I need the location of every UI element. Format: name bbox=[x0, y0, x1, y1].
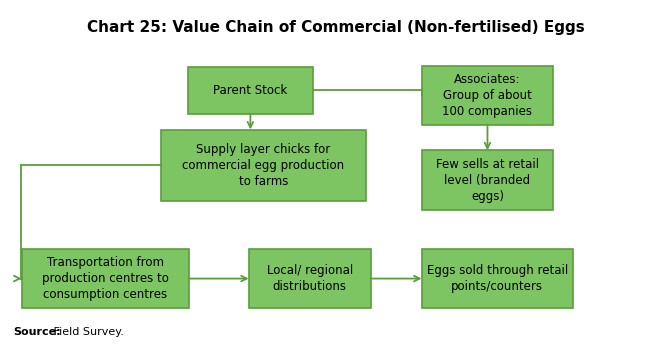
Text: Parent Stock: Parent Stock bbox=[213, 84, 288, 97]
Text: Supply layer chicks for
commercial egg production
to farms: Supply layer chicks for commercial egg p… bbox=[183, 143, 345, 188]
Text: Associates:
Group of about
100 companies: Associates: Group of about 100 companies bbox=[442, 73, 532, 118]
Text: Chart 25: Value Chain of Commercial (Non-fertilised) Eggs: Chart 25: Value Chain of Commercial (Non… bbox=[87, 20, 585, 35]
Text: Eggs sold through retail
points/counters: Eggs sold through retail points/counters bbox=[427, 264, 568, 293]
FancyBboxPatch shape bbox=[188, 67, 313, 114]
Text: Few sells at retail
level (branded
eggs): Few sells at retail level (branded eggs) bbox=[436, 158, 539, 203]
Text: Transportation from
production centres to
consumption centres: Transportation from production centres t… bbox=[42, 256, 169, 301]
FancyBboxPatch shape bbox=[421, 66, 553, 125]
FancyBboxPatch shape bbox=[161, 129, 366, 201]
FancyBboxPatch shape bbox=[22, 249, 190, 308]
Text: Field Survey.: Field Survey. bbox=[50, 327, 124, 337]
FancyBboxPatch shape bbox=[421, 249, 573, 308]
Text: Source:: Source: bbox=[13, 327, 61, 337]
Text: Local/ regional
distributions: Local/ regional distributions bbox=[267, 264, 353, 293]
FancyBboxPatch shape bbox=[249, 249, 370, 308]
FancyBboxPatch shape bbox=[421, 150, 553, 210]
